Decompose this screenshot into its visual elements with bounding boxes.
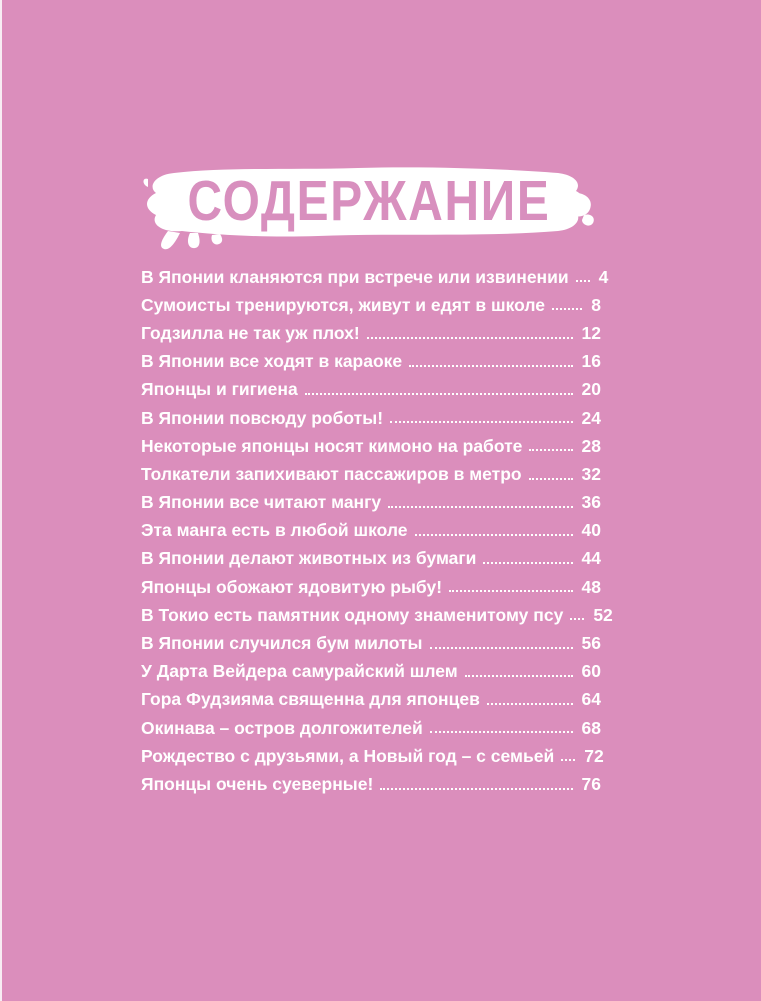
toc-row: В Японии делают животных из бумаги 44	[141, 545, 601, 573]
toc-row: Некоторые японцы носят кимоно на работе …	[141, 432, 601, 460]
toc-entry-title: Окинава – остров долгожителей	[141, 717, 423, 738]
toc-entry-title: Японцы очень суеверные!	[141, 773, 374, 794]
toc-entry-title: Рождество с друзьями, а Новый год – с се…	[141, 745, 555, 766]
toc-list: В Японии кланяются при встрече или извин…	[141, 263, 613, 799]
dot-leader	[575, 280, 590, 283]
dot-leader	[486, 703, 573, 705]
dot-leader	[414, 533, 573, 536]
toc-entry-page-number: 60	[581, 661, 601, 682]
toc-entry-title: Толкатели запихивают пассажиров в метро	[141, 463, 522, 484]
toc-entry-page-number: 4	[598, 266, 609, 287]
page-edge-strip	[0, 0, 2, 1001]
toc-row: У Дарта Вейдера самурайский шлем 60	[141, 658, 601, 686]
toc-entry-title: В Японии все читают мангу	[141, 492, 382, 513]
dot-leader	[429, 731, 573, 734]
toc-entry-page-number: 36	[581, 492, 601, 513]
toc-entry-title: Эта манга есть в любой школе	[141, 520, 408, 541]
dot-leader	[366, 336, 573, 339]
toc-row: В Японии случился бум милоты 56	[141, 629, 601, 657]
toc-entry-page-number: 8	[591, 294, 601, 315]
dot-leader	[561, 759, 576, 762]
toc-entry-title: В Японии делают животных из бумаги	[141, 548, 477, 569]
toc-entry-page-number: 28	[581, 435, 601, 456]
toc-row: Сумоисты тренируются, живут и едят в шко…	[141, 291, 601, 319]
toc-entry-page-number: 16	[581, 351, 601, 372]
toc-entry-page-number: 64	[581, 689, 601, 710]
toc-row: Эта манга есть в любой школе 40	[141, 517, 601, 545]
toc-row: Гора Фудзияма священна для японцев 64	[141, 686, 601, 714]
dot-leader	[388, 505, 573, 508]
dot-leader	[304, 392, 573, 395]
toc-entry-title: Японцы и гигиена	[141, 379, 298, 400]
dot-leader	[449, 590, 573, 593]
dot-leader	[570, 618, 585, 621]
toc-row: В Токио есть памятник одному знаменитому…	[141, 601, 613, 629]
dot-leader	[552, 308, 583, 311]
dot-leader	[409, 364, 573, 367]
dot-leader	[528, 477, 573, 480]
dot-leader	[483, 562, 573, 565]
dot-leader	[390, 421, 573, 424]
toc-row: Рождество с друзьями, а Новый год – с се…	[141, 742, 604, 770]
toc-entry-title: В Японии случился бум милоты	[141, 633, 423, 654]
title-banner: СОДЕРЖАНИЕ	[138, 163, 600, 255]
toc-entry-page-number: 20	[581, 379, 601, 400]
toc-entry-title: В Японии повсюду роботы!	[141, 407, 384, 428]
toc-entry-page-number: 40	[581, 520, 601, 541]
toc-entry-title: У Дарта Вейдера самурайский шлем	[141, 661, 458, 682]
dot-leader	[429, 646, 573, 649]
dot-leader	[529, 449, 573, 452]
toc-row: В Японии кланяются при встрече или извин…	[141, 263, 608, 291]
dot-leader	[380, 787, 573, 790]
toc-entry-page-number: 76	[581, 773, 601, 794]
toc-entry-page-number: 68	[581, 717, 601, 738]
toc-entry-page-number: 56	[581, 633, 601, 654]
toc-row: Толкатели запихивают пассажиров в метро …	[141, 460, 601, 488]
toc-row: В Японии повсюду роботы! 24	[141, 404, 601, 432]
toc-row: Окинава – остров долгожителей 68	[141, 714, 601, 742]
dot-leader	[464, 674, 573, 677]
toc-row: В Японии все читают мангу 36	[141, 489, 601, 517]
toc-entry-title: Годзилла не так уж плох!	[141, 322, 360, 343]
toc-entry-page-number: 48	[581, 576, 601, 597]
page-title: СОДЕРЖАНИЕ	[187, 169, 551, 233]
toc-entry-title: Сумоисты тренируются, живут и едят в шко…	[141, 294, 546, 315]
brush-stroke-icon	[143, 167, 594, 250]
toc-entry-title: В Японии кланяются при встрече или извин…	[141, 266, 569, 287]
toc-entry-title: В Японии все ходят в караоке	[141, 351, 403, 372]
toc-entry-page-number: 72	[584, 745, 604, 766]
toc-entry-title: Гора Фудзияма священна для японцев	[141, 689, 480, 710]
toc-row: Японцы обожают ядовитую рыбу! 48	[141, 573, 601, 601]
toc-entry-page-number: 44	[581, 548, 601, 569]
toc-entry-page-number: 32	[581, 463, 601, 484]
toc-entry-page-number: 12	[581, 322, 601, 343]
toc-entry-title: Некоторые японцы носят кимоно на работе	[141, 435, 523, 456]
toc-entry-page-number: 24	[581, 407, 601, 428]
toc-row: Японцы очень суеверные! 76	[141, 770, 601, 798]
toc-entry-title: Японцы обожают ядовитую рыбу!	[141, 576, 443, 597]
toc-entry-title: В Токио есть памятник одному знаменитому…	[141, 604, 564, 625]
toc-row: В Японии все ходят в караоке 16	[141, 348, 601, 376]
toc-entry-page-number: 52	[593, 604, 613, 625]
toc-row: Японцы и гигиена 20	[141, 376, 601, 404]
toc-row: Годзилла не так уж плох! 12	[141, 319, 601, 347]
